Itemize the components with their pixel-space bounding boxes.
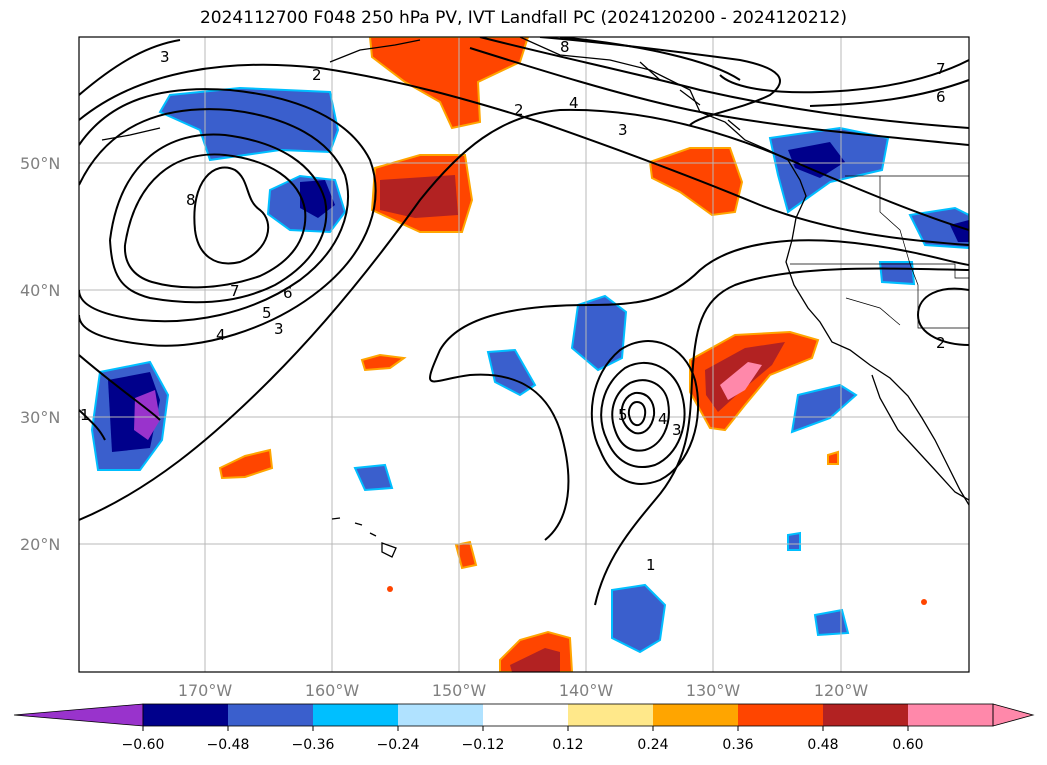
anomaly-blob xyxy=(368,37,530,130)
contour-label: 4 xyxy=(569,94,579,112)
anomaly-blob xyxy=(720,362,762,400)
anomaly-blob xyxy=(510,648,560,672)
positive-anomalies xyxy=(218,37,927,672)
colorbar-tick-label: 0.60 xyxy=(892,737,923,753)
anomaly-blob xyxy=(353,463,394,492)
contour-label: 1 xyxy=(646,556,656,574)
contour-label: 4 xyxy=(216,326,226,344)
lat-label: 50°N xyxy=(20,154,60,173)
colorbar-tick-label: 0.12 xyxy=(552,737,583,753)
contour-label: 5 xyxy=(618,406,628,424)
contour-label: 8 xyxy=(186,191,196,209)
colorbar-tick-label: −0.36 xyxy=(292,737,335,753)
contour-label: 6 xyxy=(936,88,946,106)
lon-label: 150°W xyxy=(432,681,487,700)
anomaly-blob xyxy=(454,540,478,570)
contour-label: 2 xyxy=(514,101,524,119)
lon-label: 170°W xyxy=(178,681,233,700)
pv-contours xyxy=(79,37,969,606)
anomaly-blob xyxy=(813,608,850,637)
colorbar-tick-label: −0.12 xyxy=(462,737,505,753)
contour-label: 3 xyxy=(274,320,284,338)
latitude-labels: 50°N 40°N 30°N 20°N xyxy=(20,154,60,554)
colorbar-tick-label: 0.24 xyxy=(637,737,668,753)
colorbar-segment xyxy=(143,704,228,726)
coastline-baja xyxy=(871,374,969,501)
colorbar-segment xyxy=(483,704,568,726)
colorbar-segment xyxy=(398,704,483,726)
colorbar-tick-label: −0.48 xyxy=(207,737,250,753)
lat-label: 20°N xyxy=(20,535,60,554)
contour-label: 7 xyxy=(230,282,240,300)
colorbar-tick-label: −0.24 xyxy=(377,737,420,753)
coastline-islands xyxy=(101,61,741,141)
lon-label: 160°W xyxy=(305,681,360,700)
anomaly-blob xyxy=(380,175,458,218)
gridlines xyxy=(79,37,969,672)
colorbar: −0.60 −0.48 −0.36 −0.24 −0.12 0.12 0.24 0.36 0.4… xyxy=(13,703,1035,753)
contour-label: 2 xyxy=(312,66,322,84)
anomaly-blob xyxy=(360,353,407,372)
anomaly-blob xyxy=(648,147,744,217)
anomaly-blob xyxy=(878,261,916,286)
contour-label: 4 xyxy=(658,410,668,428)
lon-label: 140°W xyxy=(559,681,614,700)
colorbar-segment xyxy=(313,704,398,726)
colorbar-segment xyxy=(228,704,313,726)
anomaly-blob xyxy=(787,531,801,551)
longitude-labels: 170°W 160°W 150°W 140°W 130°W 120°W xyxy=(178,681,869,700)
anomaly-blob xyxy=(218,448,274,480)
contour-label: 3 xyxy=(672,421,682,439)
contour-label: 8 xyxy=(560,38,570,56)
colorbar-segment xyxy=(738,704,823,726)
contour-label: 5 xyxy=(262,304,272,322)
anomaly-blob xyxy=(611,583,667,654)
colorbar-extend-min xyxy=(13,703,144,727)
contour-label: 6 xyxy=(283,284,293,302)
lat-label: 40°N xyxy=(20,281,60,300)
lon-label: 130°W xyxy=(686,681,741,700)
colorbar-segment xyxy=(653,704,738,726)
contour-label: 3 xyxy=(618,121,628,139)
colorbar-extend-max xyxy=(992,703,1035,727)
colorbar-segment xyxy=(823,704,908,726)
contour-label: 7 xyxy=(936,60,946,78)
lat-label: 30°N xyxy=(20,408,60,427)
anomaly-blob xyxy=(790,383,858,434)
anomaly-blob xyxy=(134,390,160,440)
colorbar-tick-label: −0.60 xyxy=(122,737,165,753)
coastlines xyxy=(101,37,969,558)
anomaly-blob xyxy=(827,450,839,465)
map-title: 2024112700 F048 250 hPa PV, IVT Landfall… xyxy=(199,8,847,28)
lon-label: 120°W xyxy=(814,681,869,700)
colorbar-segment xyxy=(908,704,993,726)
contour-label: 3 xyxy=(160,48,170,66)
colorbar-segment xyxy=(568,704,653,726)
plot-frame xyxy=(78,36,970,673)
contour-labels: 3 2 8 7 6 2 4 3 8 7 6 5 4 3 5 4 3 1 1 2 xyxy=(80,38,946,574)
borders xyxy=(790,175,969,329)
contour-label: 1 xyxy=(80,406,90,424)
colorbar-tick-label: 0.36 xyxy=(722,737,753,753)
plot-area: 3 2 8 7 6 2 4 3 8 7 6 5 4 3 5 4 3 1 1 2 xyxy=(79,37,969,672)
anomaly-blob xyxy=(788,142,845,178)
contour-label: 2 xyxy=(936,334,946,352)
colorbar-tick-label: 0.48 xyxy=(807,737,838,753)
coastline-hawaii xyxy=(331,517,397,558)
